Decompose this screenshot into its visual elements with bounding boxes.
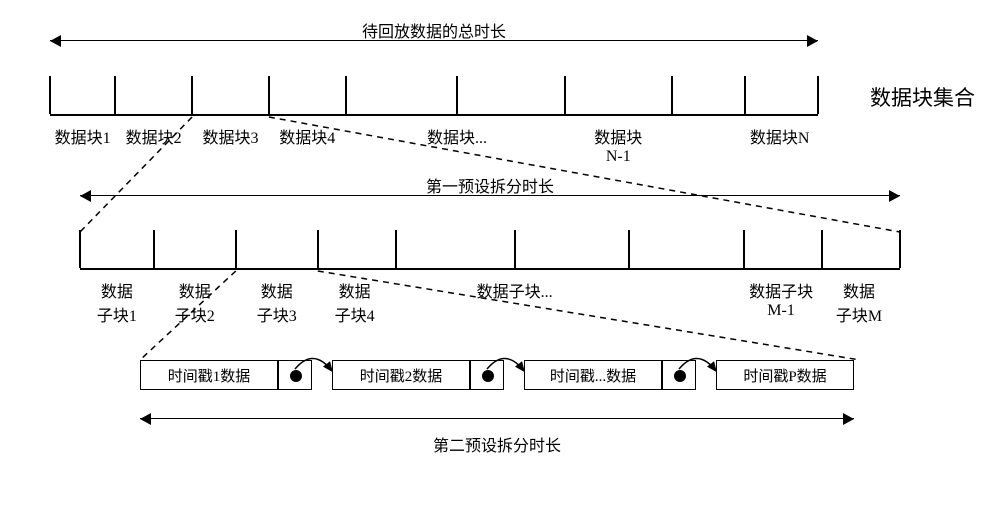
zoom-dash-svg xyxy=(20,20,980,495)
pointer-arrow xyxy=(487,358,524,371)
diagram-canvas: 待回放数据的总时长 数据块集合 数据块1数据块2数据块3数据块4数据块...数据… xyxy=(20,20,980,495)
pointer-arrow xyxy=(679,358,716,371)
link-arrows xyxy=(140,340,860,400)
pointer-arrow xyxy=(295,358,332,371)
